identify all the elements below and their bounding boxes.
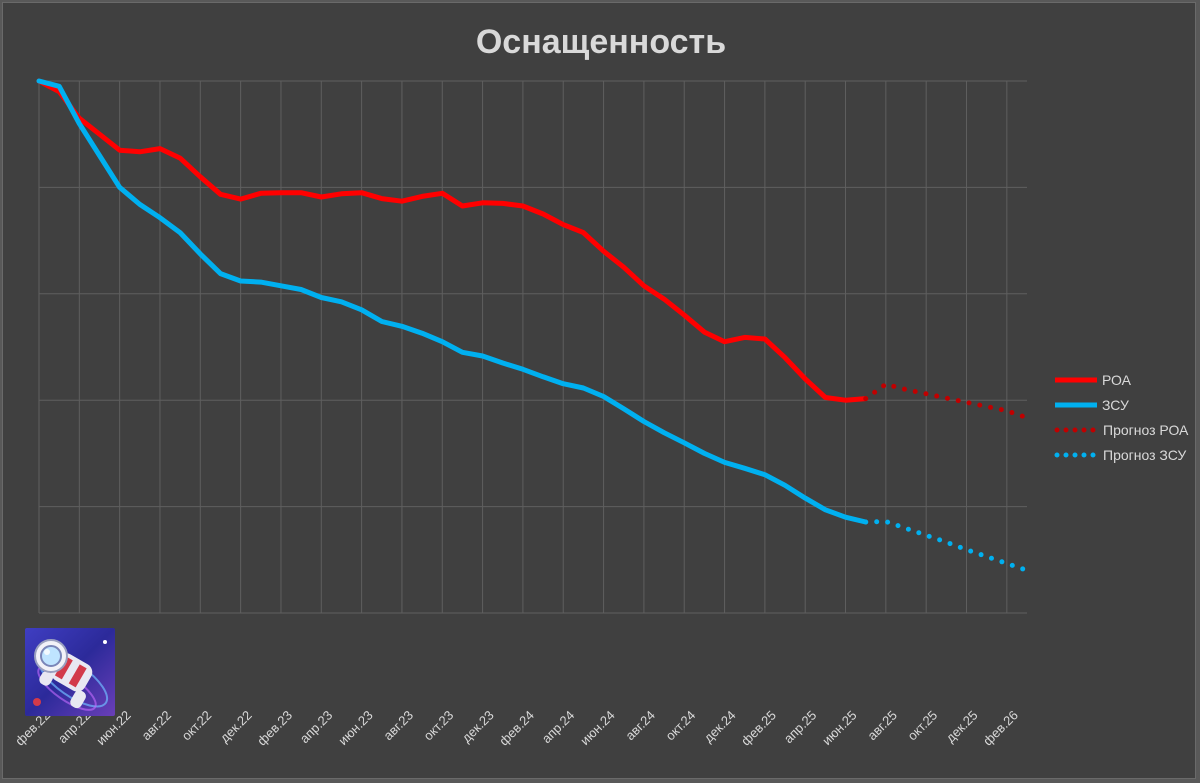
x-tick-label: апр.24 — [539, 708, 578, 747]
legend-label: ЗСУ — [1102, 397, 1129, 413]
x-axis: фев.22 апр.22 июн.22 авг.22 окт.22 дек.22 фев.… — [12, 708, 1021, 749]
x-tick-label: дек.24 — [701, 708, 739, 746]
x-tick-label: фев.23 — [254, 708, 295, 749]
astronaut-logo-icon — [25, 628, 115, 716]
x-tick-label: окт.23 — [421, 708, 457, 744]
series-group — [36, 78, 1030, 573]
x-tick-label: фев.26 — [980, 708, 1021, 749]
x-tick-label: авг.22 — [138, 708, 174, 744]
x-tick-label: апр.23 — [297, 708, 336, 747]
legend: РОА ЗСУ Прогноз РОА Прогноз ЗСУ — [1054, 372, 1189, 463]
series-line-прогноз-роа — [863, 381, 1030, 421]
x-tick-label: авг.25 — [864, 708, 900, 744]
x-tick-label: апр.25 — [781, 708, 820, 747]
x-tick-label: окт.25 — [904, 708, 940, 744]
series-line-роа — [36, 78, 869, 403]
x-tick-label: дек.23 — [459, 708, 497, 746]
x-tick-label: июн.25 — [819, 708, 859, 748]
x-tick-label: июн.24 — [577, 708, 617, 748]
x-tick-label: фев.25 — [738, 708, 779, 749]
x-tick-label: дек.22 — [217, 708, 255, 746]
x-tick-label: окт.24 — [663, 708, 699, 744]
x-tick-label: фев.24 — [496, 708, 537, 749]
x-tick-label: авг.23 — [380, 708, 416, 744]
x-tick-label: июн.23 — [335, 708, 375, 748]
grid — [38, 80, 1027, 614]
legend-label: Прогноз РОА — [1103, 422, 1189, 438]
series-line-прогноз-зсу — [863, 519, 1030, 573]
legend-label: Прогноз ЗСУ — [1103, 447, 1186, 463]
series-line-зсу — [36, 78, 869, 525]
x-tick-label: дек.25 — [943, 708, 981, 746]
chart-canvas: Оснащенность фев.22 апр.22 июн.22 авг.22 окт… — [12, 23, 1189, 749]
chart-title: Оснащенность — [476, 23, 726, 61]
x-tick-label: авг.24 — [622, 708, 658, 744]
legend-label: РОА — [1102, 372, 1132, 388]
x-tick-label: окт.22 — [179, 708, 215, 744]
